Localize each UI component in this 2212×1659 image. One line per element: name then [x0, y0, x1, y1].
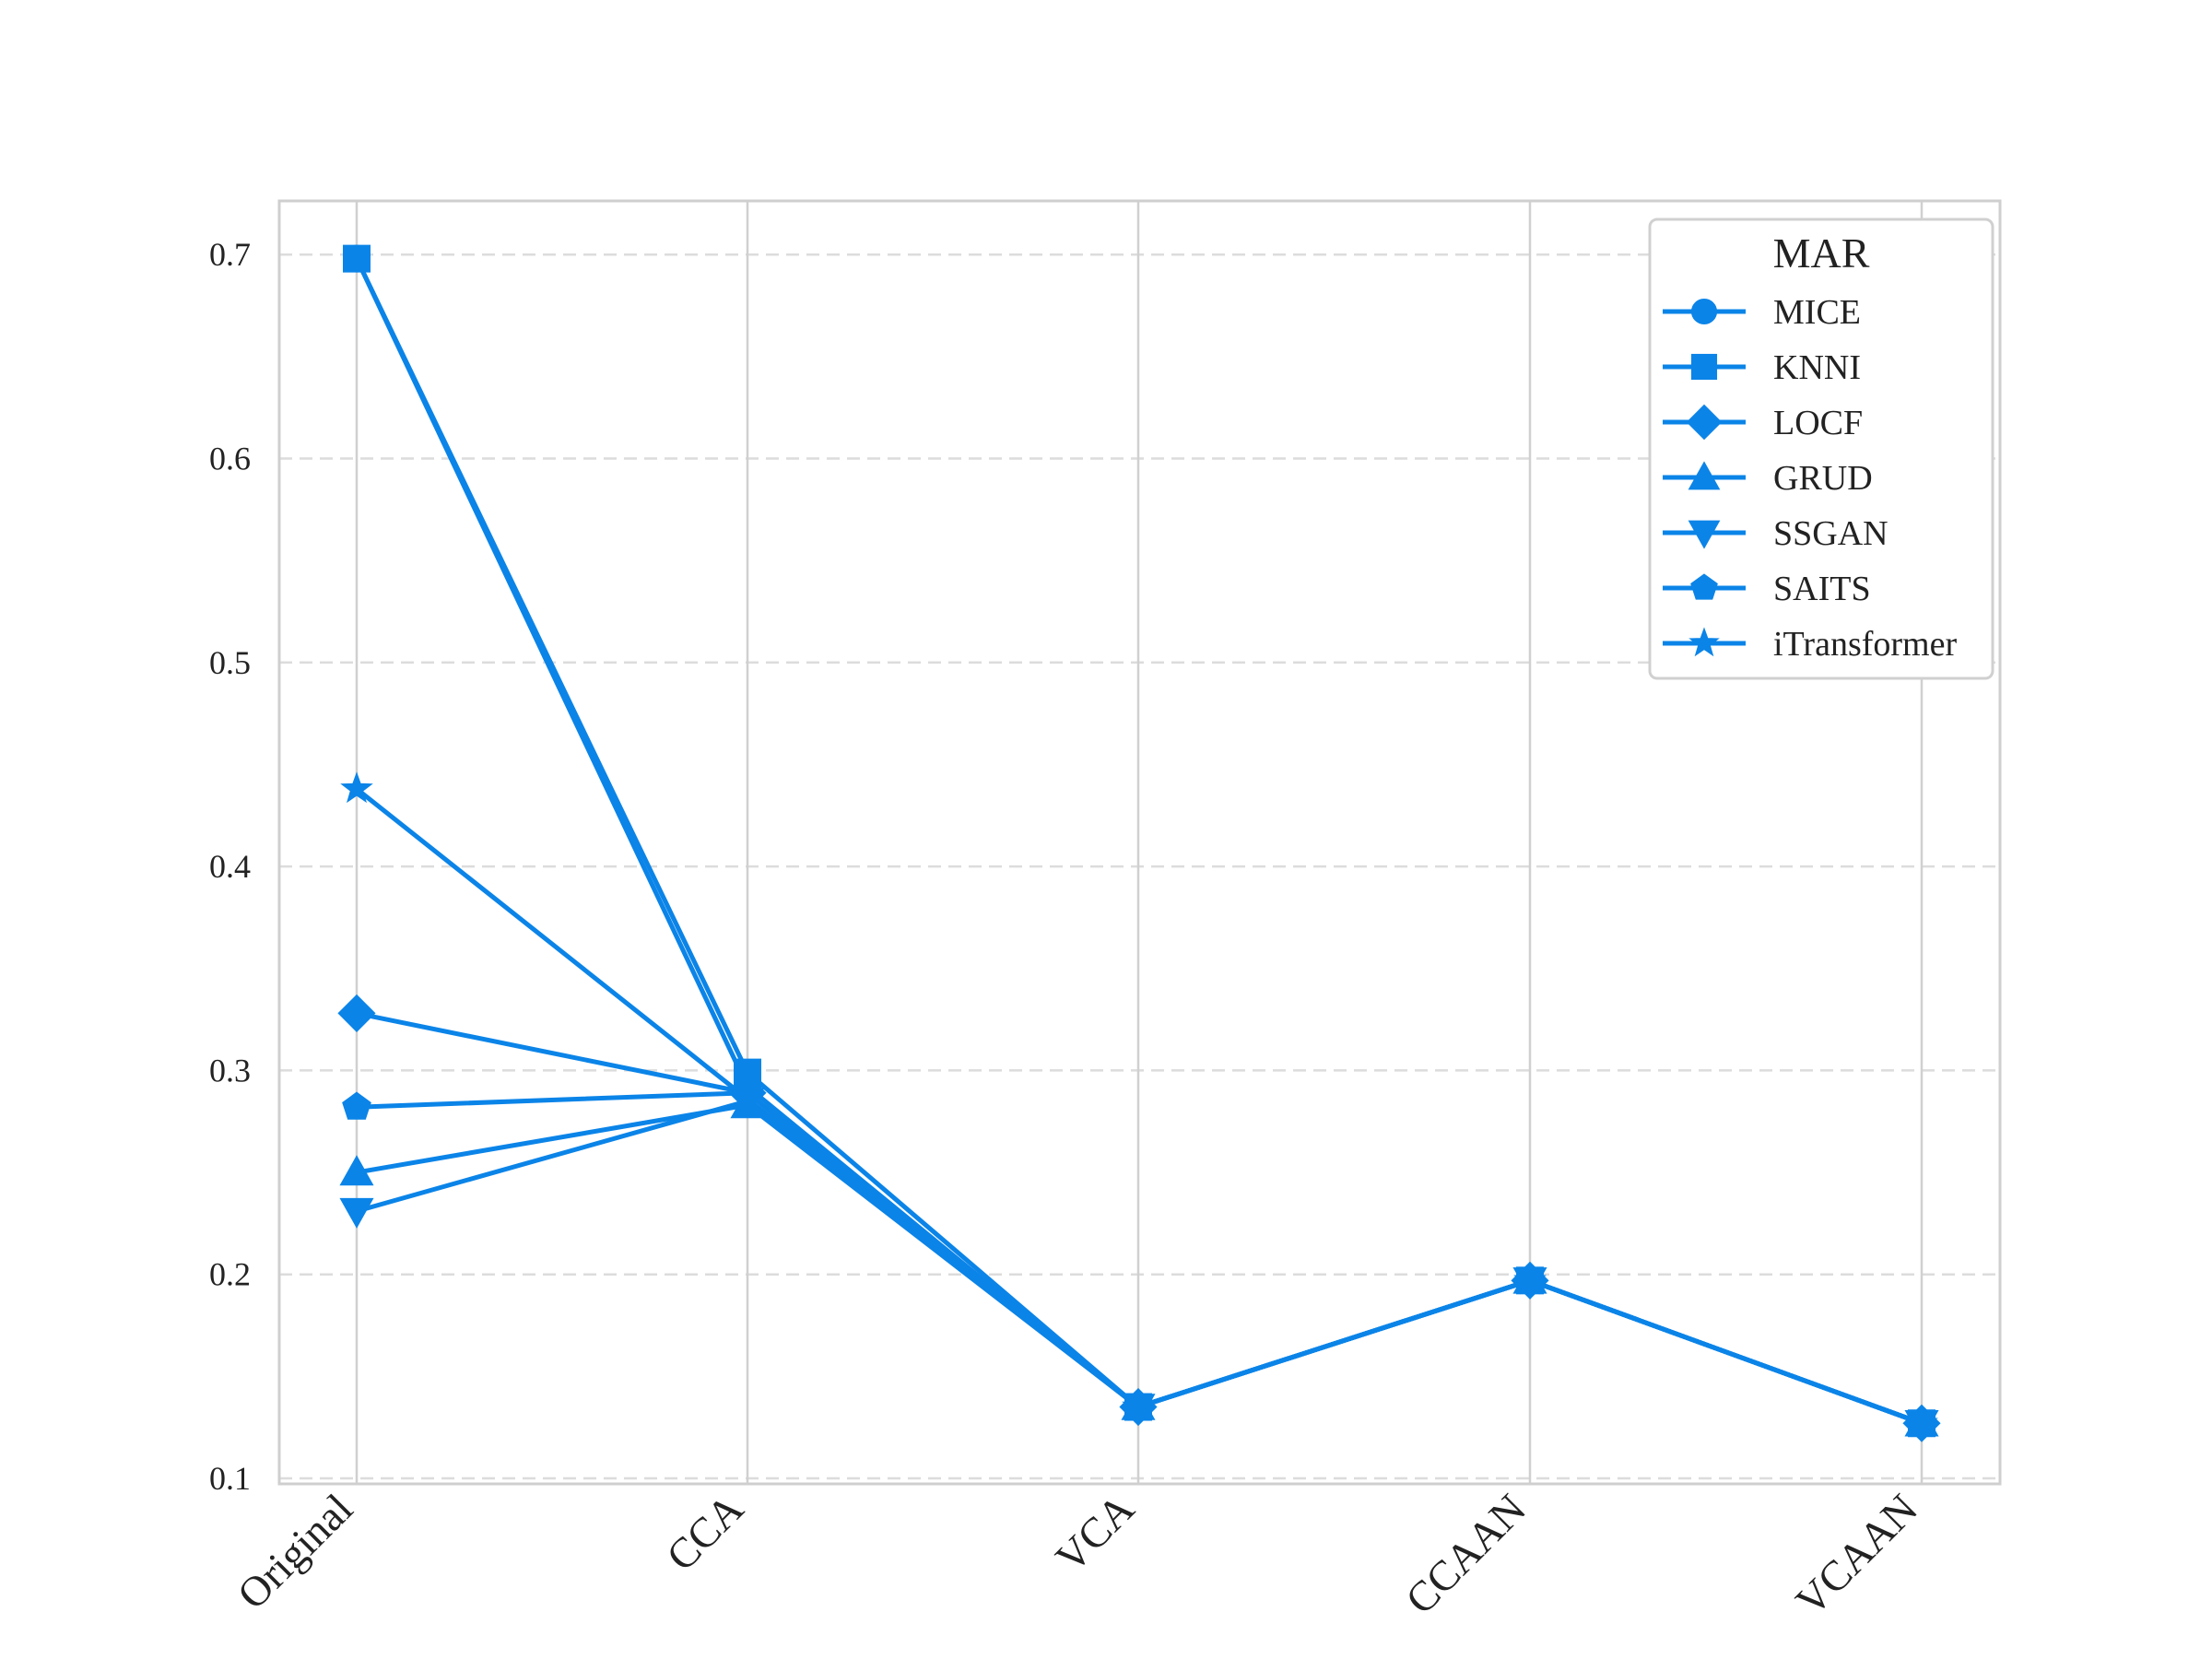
legend-marker-LOCF	[1686, 404, 1723, 441]
x-tick-label-4: VCAAN	[1786, 1485, 1926, 1625]
legend-marker-GRUD	[1688, 461, 1721, 490]
data-point-LOCF-Original	[337, 994, 376, 1032]
legend-marker-SSGAN	[1688, 520, 1721, 549]
legend-label-GRUD: GRUD	[1773, 459, 1873, 498]
legend-label-LOCF: LOCF	[1773, 404, 1863, 442]
legend-label-SAITS: SAITS	[1773, 570, 1871, 608]
y-tick-label-0: 0.1	[209, 1460, 251, 1497]
data-point-iTransformer-CCA	[731, 1081, 764, 1113]
y-tick-label-5: 0.6	[209, 441, 251, 477]
y-tick-label-1: 0.2	[209, 1256, 251, 1293]
data-point-GRUD-Original	[339, 1155, 374, 1186]
data-point-iTransformer-CCAAN	[1513, 1263, 1547, 1295]
legend-label-KNNI: KNNI	[1773, 348, 1861, 387]
x-tick-label-2: VCA	[1046, 1485, 1143, 1582]
legend-marker-iTransformer	[1688, 627, 1720, 657]
data-point-iTransformer-Original	[340, 771, 373, 804]
legend-box	[1648, 218, 1994, 680]
legend-title: MAR	[1773, 229, 1870, 276]
y-tick-label-2: 0.3	[209, 1052, 251, 1088]
data-point-SAITS-Original	[342, 1091, 371, 1120]
data-point-SSGAN-Original	[339, 1197, 374, 1229]
x-tick-label-3: CCAAN	[1396, 1485, 1535, 1623]
y-tick-label-4: 0.5	[209, 644, 251, 681]
legend: MAR MICE KNNI LOCF GRUD SSGAN SAITS iTransforme…	[1648, 218, 1994, 680]
y-tick-label-3: 0.4	[209, 848, 251, 885]
x-tick-label-0: Original	[229, 1485, 361, 1618]
data-point-iTransformer-VCA	[1122, 1389, 1155, 1421]
plot-frame	[277, 199, 2002, 1486]
legend-label-iTransformer: iTransformer	[1773, 625, 1957, 664]
legend-label-MICE: MICE	[1773, 293, 1861, 332]
legend-marker-SAITS	[1690, 573, 1718, 600]
legend-marker-KNNI	[1690, 353, 1718, 381]
y-tick-label-6: 0.7	[209, 236, 251, 273]
data-point-KNNI-Original	[343, 244, 371, 273]
legend-label-SSGAN: SSGAN	[1773, 514, 1888, 553]
data-point-iTransformer-VCAAN	[1905, 1406, 1938, 1438]
series-iTransformer	[340, 771, 1938, 1438]
x-tick-label-1: CCA	[657, 1485, 752, 1580]
legend-marker-MICE	[1690, 298, 1718, 325]
